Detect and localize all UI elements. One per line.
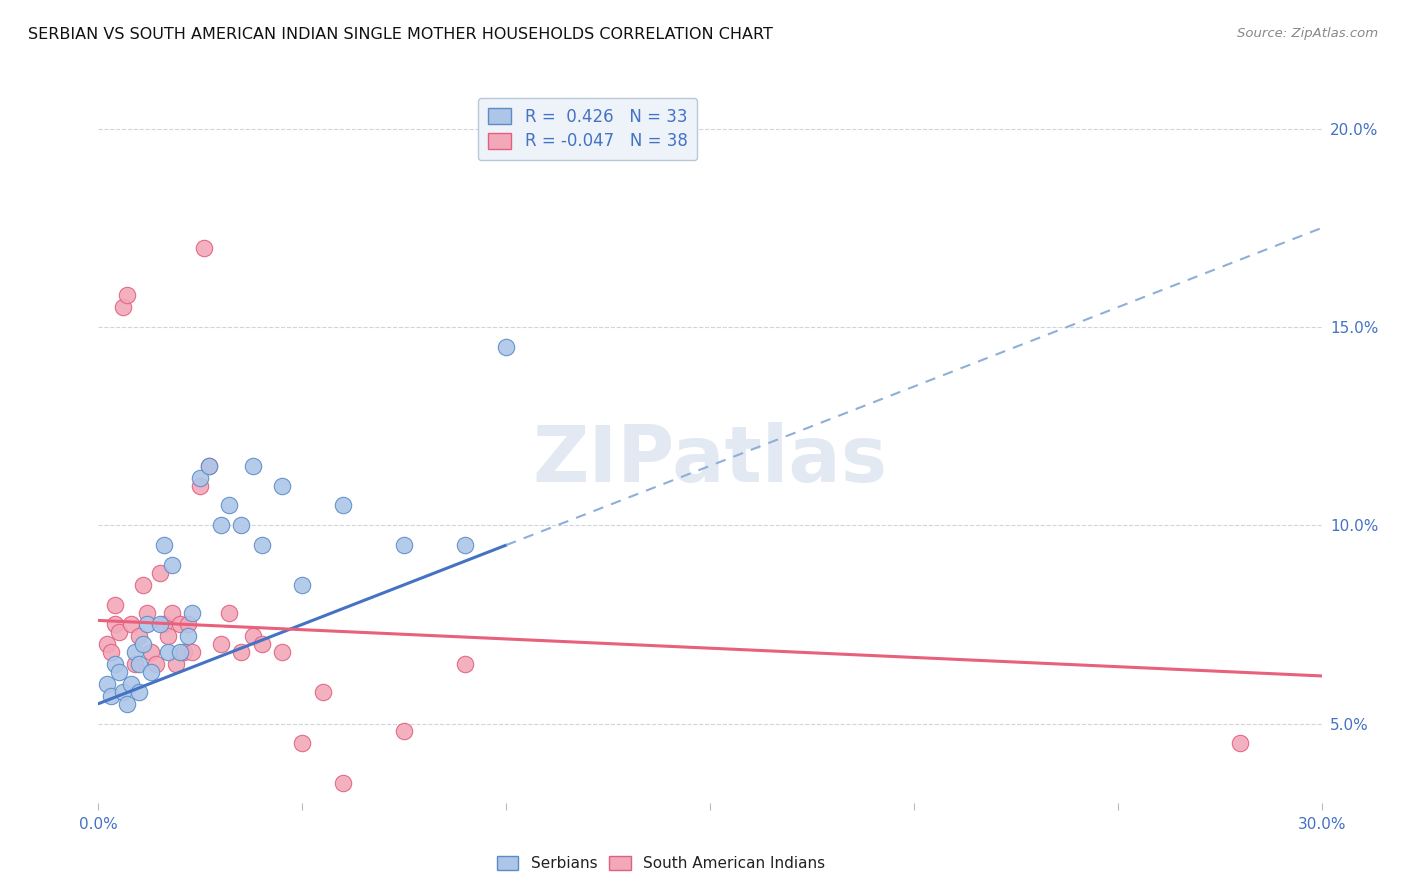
Text: ZIPatlas: ZIPatlas	[533, 422, 887, 499]
Point	[149, 617, 172, 632]
Point	[242, 629, 264, 643]
Point	[392, 538, 416, 552]
Point	[111, 685, 134, 699]
Point	[128, 657, 150, 671]
Point	[270, 478, 294, 492]
Point	[152, 617, 174, 632]
Point	[104, 598, 127, 612]
Point	[454, 657, 477, 671]
Point	[100, 689, 122, 703]
Point	[173, 645, 195, 659]
Point	[104, 657, 127, 671]
Point	[188, 471, 212, 485]
Point	[141, 645, 163, 659]
Point	[111, 300, 134, 314]
Point	[495, 340, 517, 354]
Point	[197, 458, 219, 473]
Point	[115, 288, 138, 302]
Point	[454, 538, 477, 552]
Point	[332, 499, 354, 513]
Point	[242, 458, 264, 473]
Point	[181, 645, 204, 659]
Point	[250, 637, 273, 651]
Point	[124, 645, 146, 659]
Point	[250, 538, 273, 552]
Point	[177, 617, 200, 632]
Point	[291, 736, 314, 750]
Point	[312, 685, 335, 699]
Point	[156, 645, 179, 659]
Point	[149, 566, 172, 580]
Point	[108, 665, 131, 679]
Point	[108, 625, 131, 640]
Point	[104, 617, 127, 632]
Point	[115, 697, 138, 711]
Point	[197, 458, 219, 473]
Point	[169, 645, 191, 659]
Point	[156, 629, 179, 643]
Point	[169, 617, 191, 632]
Point	[231, 645, 253, 659]
Point	[96, 637, 118, 651]
Text: SERBIAN VS SOUTH AMERICAN INDIAN SINGLE MOTHER HOUSEHOLDS CORRELATION CHART: SERBIAN VS SOUTH AMERICAN INDIAN SINGLE …	[28, 27, 773, 42]
Point	[231, 518, 253, 533]
Point	[120, 677, 142, 691]
Point	[193, 241, 215, 255]
Point	[209, 518, 232, 533]
Point	[136, 617, 159, 632]
Point	[124, 657, 146, 671]
Point	[218, 499, 240, 513]
Point	[96, 677, 118, 691]
Text: Source: ZipAtlas.com: Source: ZipAtlas.com	[1237, 27, 1378, 40]
Point	[100, 645, 122, 659]
Y-axis label: Single Mother Households: Single Mother Households	[0, 351, 7, 541]
Point	[132, 637, 155, 651]
Point	[160, 606, 183, 620]
Point	[181, 606, 204, 620]
Point	[152, 538, 174, 552]
Point	[145, 657, 167, 671]
Point	[392, 724, 416, 739]
Point	[136, 606, 159, 620]
Point	[291, 578, 314, 592]
Point	[270, 645, 294, 659]
Point	[132, 578, 155, 592]
Point	[128, 685, 150, 699]
Point	[218, 606, 240, 620]
Point	[177, 629, 200, 643]
Point	[160, 558, 183, 572]
Point	[188, 478, 212, 492]
Point	[128, 629, 150, 643]
Point	[165, 657, 187, 671]
Legend: Serbians, South American Indians: Serbians, South American Indians	[491, 849, 831, 877]
Point	[209, 637, 232, 651]
Point	[141, 665, 163, 679]
Point	[1229, 736, 1251, 750]
Point	[332, 776, 354, 790]
Point	[120, 617, 142, 632]
